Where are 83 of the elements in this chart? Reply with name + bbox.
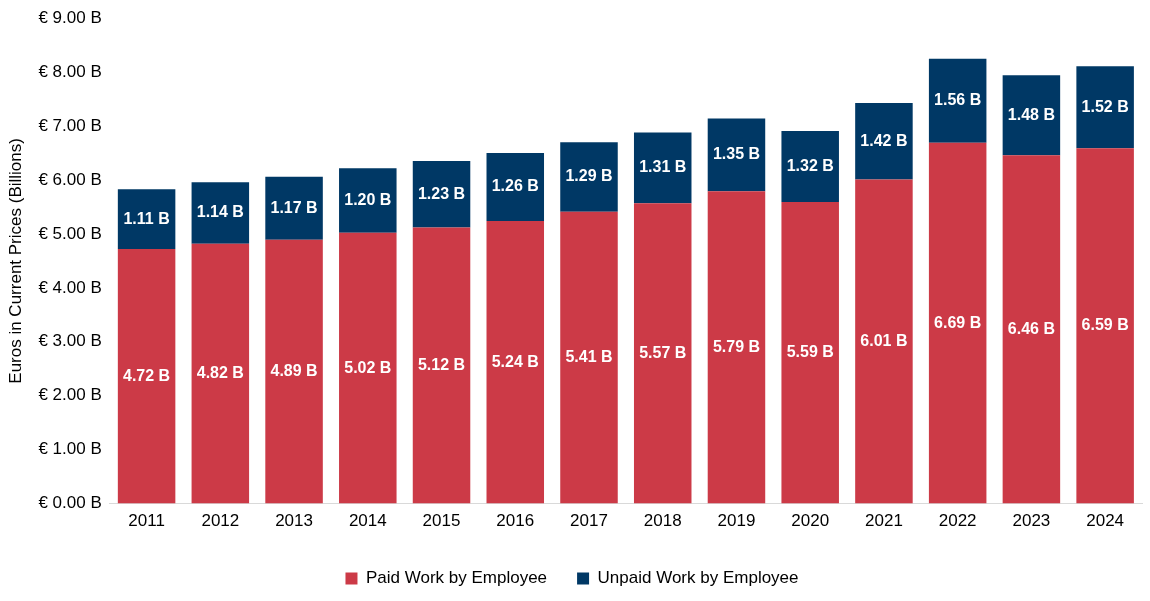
x-tick-label: 2012 [201,511,240,531]
bar [486,153,545,221]
bar [117,189,176,250]
x-tick-label: 2020 [791,511,830,531]
bar [855,179,913,504]
data-label: 1.42 B [860,131,908,149]
y-tick-label: € 5.00 B [38,223,102,243]
data-label: 1.17 B [270,198,318,216]
bar [265,176,323,240]
data-label: 1.31 B [639,158,687,176]
bar [412,161,471,228]
data-label: 1.56 B [934,91,982,109]
x-tick-label: 2018 [643,511,682,531]
data-label: 5.57 B [639,343,687,361]
x-tick-label: 2011 [128,511,165,531]
bar [191,243,250,504]
bar [633,132,692,204]
bar [191,182,250,244]
data-label: 1.23 B [417,184,466,202]
data-label: 6.69 B [934,313,982,331]
bar [707,118,766,192]
data-label: 4.72 B [123,366,171,384]
bar [633,203,692,504]
legend-label: Paid Work by Employee [365,568,548,588]
bar [1002,75,1061,156]
data-label: 1.29 B [565,167,613,185]
bar [412,227,471,504]
x-tick-label: 2013 [275,511,313,531]
data-label: 5.02 B [344,358,392,376]
data-label: 6.46 B [1007,319,1055,337]
y-tick-label: € 2.00 B [38,385,102,405]
y-tick-label: € 4.00 B [38,277,102,297]
bar [265,239,323,504]
bar [339,232,397,504]
legend-label: Unpaid Work by Employee [597,568,799,588]
bar [1002,155,1061,504]
bar [1076,148,1134,504]
bar [707,191,766,504]
x-tick-label: 2014 [348,511,387,531]
bar [1076,66,1134,149]
data-label: 5.41 B [565,348,613,366]
y-tick-label: € 6.00 B [38,169,102,189]
data-label: 1.35 B [712,145,761,163]
data-label: 4.89 B [270,362,318,380]
bar [486,220,545,504]
bar [560,211,618,504]
data-label: 5.79 B [712,337,761,355]
data-label: 1.48 B [1007,105,1055,123]
data-label: 5.12 B [417,355,466,373]
x-tick-label: 2015 [422,511,461,531]
data-label: 1.26 B [491,177,539,195]
data-label: 6.59 B [1081,316,1129,334]
data-label: 5.24 B [491,352,539,370]
data-label: 1.11 B [123,209,170,227]
data-label: 1.20 B [344,190,392,208]
y-tick-label: € 1.00 B [38,439,102,459]
bar [781,202,839,504]
data-label: 1.14 B [196,203,244,221]
x-tick-label: 2021 [865,511,903,531]
bar [855,102,913,180]
y-tick-label: € 3.00 B [38,331,102,351]
bar [928,58,987,143]
bar [117,249,176,504]
bar [339,168,397,233]
x-tick-label: 2017 [570,511,608,531]
bar [781,130,839,203]
data-label: 1.52 B [1081,97,1129,115]
bar [928,142,987,504]
data-label: 5.59 B [786,343,834,361]
x-tick-label: 2023 [1012,511,1051,531]
y-tick-label: € 7.00 B [38,115,102,135]
bar [560,142,618,212]
y-tick-label: € 8.00 B [38,61,102,81]
y-axis-title: Euros in Current Prices (Billions) [5,138,25,384]
y-tick-label: € 0.00 B [38,493,102,513]
data-label: 4.82 B [196,364,244,382]
x-tick-label: 2019 [717,511,756,531]
data-label: 1.32 B [786,156,834,174]
data-label: 6.01 B [860,331,908,349]
y-tick-label: € 9.00 B [38,7,102,27]
x-tick-label: 2022 [938,511,977,531]
x-tick-label: 2024 [1086,511,1125,531]
x-tick-label: 2016 [496,511,535,531]
